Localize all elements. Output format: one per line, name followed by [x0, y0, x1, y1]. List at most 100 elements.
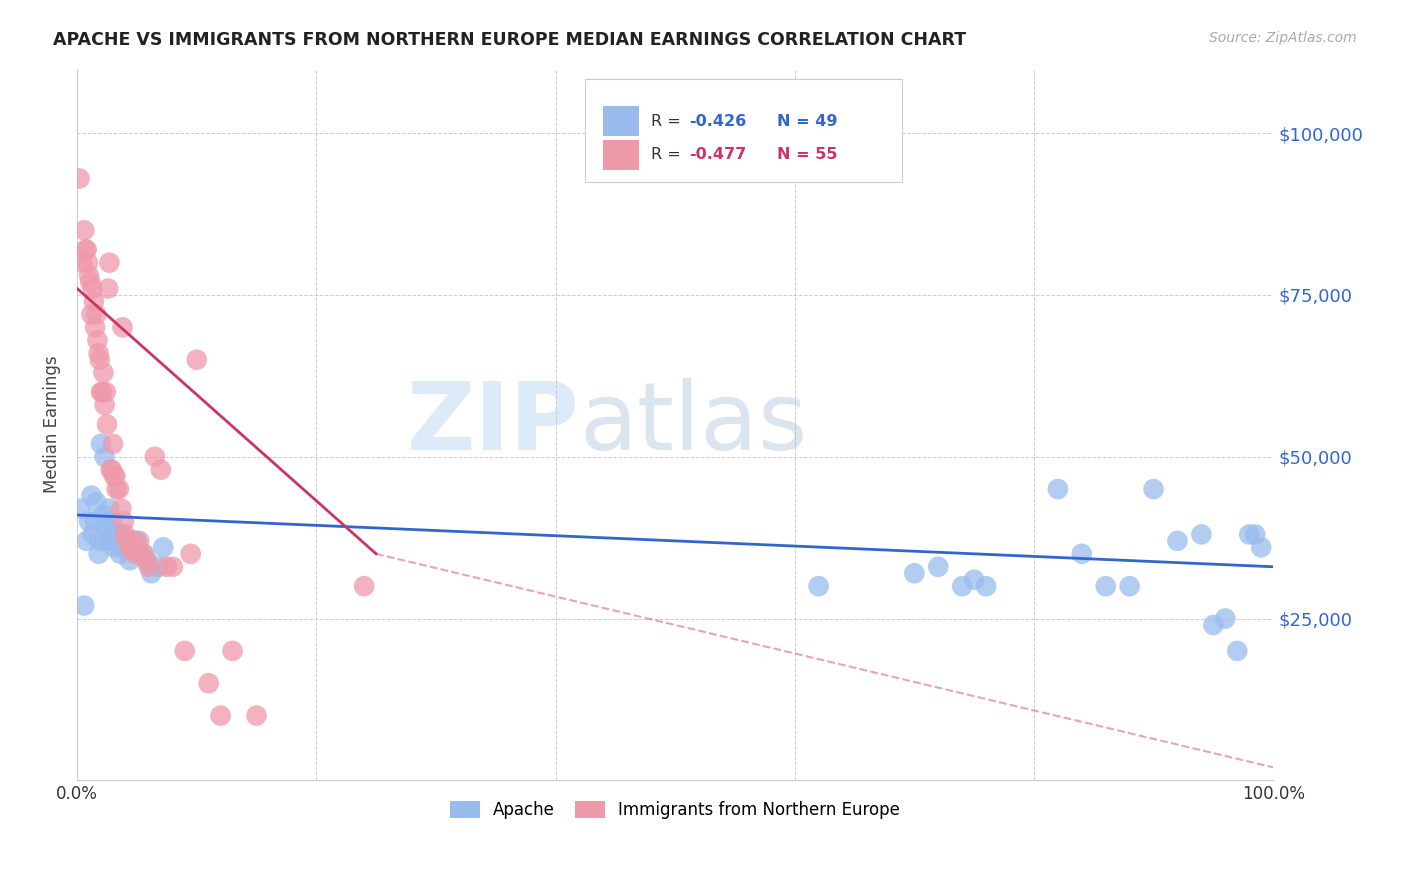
Point [76, 255, 98, 269]
Text: -0.477: -0.477 [689, 147, 747, 162]
Point [138, 559, 160, 574]
Point [180, 547, 202, 561]
Point [105, 482, 128, 496]
Point [104, 527, 127, 541]
Point [77, 268, 100, 283]
Point [98, 255, 121, 269]
Point [1070, 547, 1092, 561]
Point [245, 708, 267, 723]
Point [94, 385, 117, 400]
Point [1213, 611, 1236, 625]
Point [97, 533, 120, 548]
Point [1046, 482, 1069, 496]
Point [118, 553, 141, 567]
Point [132, 547, 155, 561]
Point [121, 541, 143, 555]
Point [84, 307, 107, 321]
Text: Source: ZipAtlas.com: Source: ZipAtlas.com [1209, 31, 1357, 45]
Point [100, 533, 122, 548]
Point [75, 243, 97, 257]
Point [118, 541, 141, 555]
Point [96, 521, 118, 535]
Point [104, 469, 127, 483]
Point [963, 573, 986, 587]
Point [111, 320, 134, 334]
Point [98, 501, 121, 516]
Point [94, 515, 117, 529]
Point [125, 541, 148, 555]
Text: atlas: atlas [579, 378, 807, 470]
Text: ZIP: ZIP [406, 378, 579, 470]
Point [89, 533, 111, 548]
Point [1237, 527, 1260, 541]
Point [950, 579, 973, 593]
Text: APACHE VS IMMIGRANTS FROM NORTHERN EUROPE MEDIAN EARNINGS CORRELATION CHART: APACHE VS IMMIGRANTS FROM NORTHERN EUROP… [53, 31, 966, 49]
Point [91, 385, 114, 400]
Point [128, 547, 150, 561]
Point [114, 527, 136, 541]
Point [132, 547, 155, 561]
Point [93, 398, 115, 412]
Point [135, 553, 157, 567]
Point [101, 515, 124, 529]
Point [73, 599, 96, 613]
Point [100, 463, 122, 477]
Point [82, 281, 104, 295]
Point [110, 501, 132, 516]
Point [141, 566, 163, 581]
Point [103, 469, 125, 483]
Point [124, 533, 146, 548]
Point [974, 579, 997, 593]
Point [84, 495, 107, 509]
Point [101, 527, 124, 541]
Point [117, 533, 139, 548]
Point [84, 320, 107, 334]
Point [162, 559, 184, 574]
Point [101, 437, 124, 451]
Point [353, 579, 375, 593]
Point [143, 450, 166, 464]
Point [152, 541, 174, 555]
Point [121, 533, 143, 548]
Point [97, 281, 120, 295]
Point [186, 352, 208, 367]
Point [93, 450, 115, 464]
Point [86, 333, 108, 347]
Y-axis label: Median Earnings: Median Earnings [44, 356, 60, 493]
Point [807, 579, 830, 593]
Point [197, 676, 219, 690]
Point [1189, 527, 1212, 541]
Bar [603, 140, 640, 169]
Point [903, 566, 925, 581]
Text: R =: R = [651, 147, 686, 162]
Point [108, 527, 131, 541]
Text: N = 49: N = 49 [776, 113, 838, 128]
Point [84, 515, 107, 529]
Point [93, 366, 115, 380]
Point [110, 527, 132, 541]
Point [1250, 541, 1272, 555]
Point [1166, 533, 1188, 548]
Point [173, 644, 195, 658]
Point [221, 644, 243, 658]
Point [79, 275, 101, 289]
Point [77, 515, 100, 529]
Point [112, 515, 135, 529]
Point [108, 547, 131, 561]
Point [927, 559, 949, 574]
Text: N = 55: N = 55 [776, 147, 838, 162]
Legend: Apache, Immigrants from Northern Europe: Apache, Immigrants from Northern Europe [443, 794, 907, 825]
Point [149, 463, 172, 477]
Point [93, 508, 115, 522]
Point [209, 708, 232, 723]
Point [108, 482, 131, 496]
Point [1226, 644, 1249, 658]
Bar [603, 106, 640, 136]
Point [80, 489, 103, 503]
Point [1094, 579, 1116, 593]
Point [124, 547, 146, 561]
Point [101, 463, 124, 477]
FancyBboxPatch shape [585, 79, 903, 182]
Point [114, 541, 136, 555]
Point [69, 171, 91, 186]
